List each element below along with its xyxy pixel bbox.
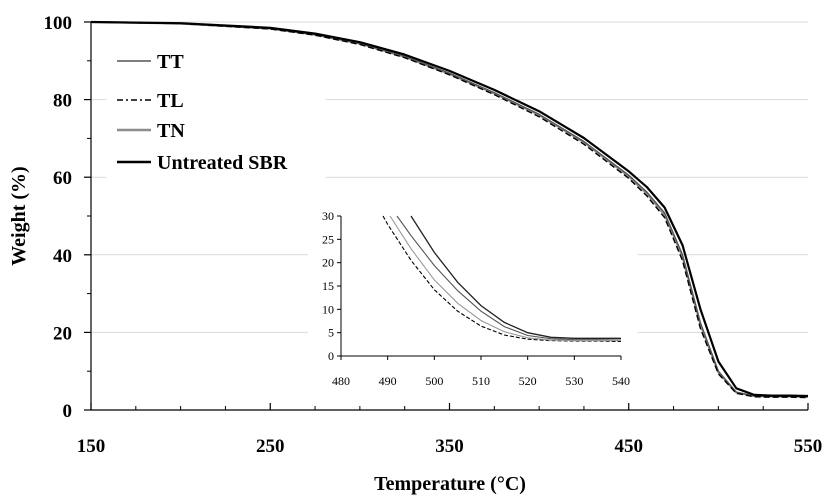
inset-y-tick-label-0: 0 [328,349,334,363]
legend-label-tn: TN [157,120,185,142]
legend-label-tl: TL [157,90,184,112]
main-series-lines [90,20,809,399]
legend-background [106,40,326,180]
inset-x-tick-label-520: 520 [519,374,537,388]
main-axes [84,21,809,411]
y-tick-label-0: 0 [63,401,73,422]
series-line-untreated-sbr [90,20,809,398]
x-tick-label-150: 150 [77,436,106,457]
y-tick-label-40: 40 [53,246,72,267]
legend-item-tt: TT [117,51,184,73]
inset-x-tick-label-510: 510 [472,374,490,388]
inset-x-tick-label-540: 540 [612,374,630,388]
inset-x-tick-label-500: 500 [425,374,443,388]
inset-y-tick-label-5: 5 [328,326,334,340]
inset-x-tick-label-530: 530 [565,374,583,388]
y-tick-label-20: 20 [53,323,72,344]
y-axis-title: Weight (%) [8,166,30,265]
inset-y-tick-label-15: 15 [322,279,334,293]
x-tick-label-450: 450 [615,436,644,457]
x-axis-title: Temperature (°C) [374,473,526,495]
inset-y-tick-label-10: 10 [322,302,334,316]
inset-y-tick-label-30: 30 [322,209,334,223]
series-line-tl [90,21,809,399]
x-tick-label-250: 250 [256,436,285,457]
inset-x-tick-label-490: 490 [379,374,397,388]
legend: TT TL TN Untreated SBR [106,40,326,180]
legend-label-tt: TT [157,51,184,73]
x-tick-label-350: 350 [435,436,464,457]
y-tick-label-60: 60 [53,168,72,189]
legend-label-untreated-sbr: Untreated SBR [157,152,288,174]
inset-x-tick-label-480: 480 [332,374,350,388]
legend-item-untreated-sbr: Untreated SBR [117,152,288,174]
y-tick-label-80: 80 [53,91,72,112]
legend-item-tl: TL [117,90,184,112]
inset-series-lines [382,215,622,343]
inset-y-tick-label-20: 20 [322,256,334,270]
inset-y-tick-label-25: 25 [322,232,334,246]
y-tick-label-100: 100 [44,13,73,34]
inset-axes [337,215,622,360]
legend-item-tn: TN [117,120,185,142]
x-tick-label-550: 550 [794,436,823,457]
inset-series-line-untreated-sbr [410,215,621,339]
inset-series-line-tn [389,215,621,342]
inset-series-line-tt [396,215,622,341]
